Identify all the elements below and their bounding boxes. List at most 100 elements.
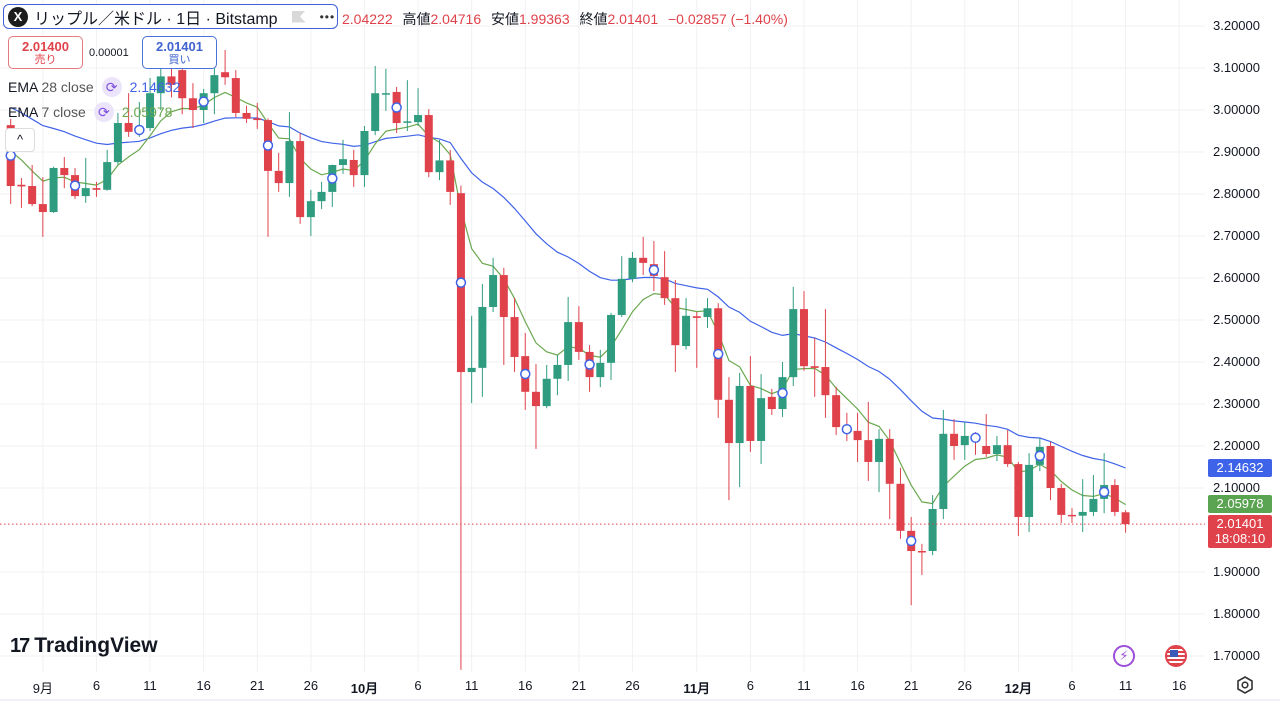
candle: [692, 312, 701, 368]
candle: [789, 286, 798, 386]
flag-icon[interactable]: [291, 10, 306, 23]
candle-body: [221, 72, 230, 78]
candle-body: [917, 551, 926, 553]
symbol-title[interactable]: リップル／米ドル · 1日 · Bitstamp: [34, 10, 278, 28]
candle: [596, 349, 605, 388]
price-tick-label: 1.90000: [1213, 564, 1260, 579]
refresh-icon[interactable]: ⟳: [93, 102, 114, 122]
candle: [757, 374, 766, 465]
buy-button[interactable]: 2.01401 買い: [142, 36, 217, 69]
candle: [671, 280, 680, 373]
candle-body: [156, 76, 165, 94]
candle-body: [757, 398, 766, 441]
candle-body: [1025, 464, 1034, 517]
indicator-ema-28[interactable]: EMA 28 close ⟳ 2.14632: [8, 77, 180, 97]
candle: [746, 356, 755, 452]
refresh-icon[interactable]: ⟳: [101, 77, 122, 97]
candle-body: [1110, 485, 1119, 512]
candle-body: [928, 509, 937, 551]
indicator-value: 2.14632: [129, 79, 181, 95]
candle-body: [660, 277, 669, 299]
candle: [403, 80, 412, 131]
time-tick-label: 6: [746, 678, 754, 693]
brand-name: TradingView: [34, 634, 158, 657]
candle: [639, 236, 648, 276]
indicator-name: EMA 28 close: [8, 79, 94, 95]
candle-body: [853, 430, 862, 441]
ema-28-line: [10, 106, 1126, 469]
candle: [939, 409, 948, 520]
event-marker: [327, 173, 338, 184]
candle: [188, 83, 197, 129]
us-flag-icon[interactable]: [1165, 645, 1187, 667]
candle: [574, 306, 583, 360]
candles: [6, 49, 1130, 670]
candle-body: [371, 93, 380, 131]
candle-body: [982, 446, 991, 454]
candle: [714, 303, 723, 418]
symbol-info-box[interactable]: X リップル／米ドル · 1日 · Bitstamp •••: [3, 4, 338, 29]
indicator-ema-7[interactable]: EMA 7 close ⟳ 2.05978: [8, 102, 172, 122]
candle-body: [124, 123, 133, 132]
candle: [1003, 430, 1012, 467]
candle: [928, 495, 937, 556]
tradingview-logo[interactable]: 17 TradingView: [10, 634, 158, 658]
candle-body: [617, 278, 626, 315]
candle: [178, 63, 187, 115]
candle: [564, 296, 573, 381]
candle-body: [188, 98, 197, 110]
candle-body: [381, 93, 390, 95]
settings-gear-icon[interactable]: [1236, 676, 1254, 694]
candle: [553, 354, 562, 396]
candle-body: [692, 316, 701, 318]
close-label: 終値: [579, 11, 608, 27]
candle: [735, 372, 744, 488]
event-marker: [134, 124, 145, 136]
time-tick-label: 26: [625, 678, 640, 693]
candle-body: [939, 433, 948, 509]
event-marker: [69, 180, 81, 191]
candle: [542, 364, 551, 409]
candle: [296, 133, 305, 224]
candle: [960, 422, 969, 460]
price-tick-label: 2.30000: [1213, 396, 1260, 411]
candle: [17, 178, 26, 208]
price-tick-label: 1.80000: [1213, 606, 1260, 621]
candle: [510, 297, 519, 373]
collapse-legend-button[interactable]: ^: [5, 128, 35, 152]
candle: [60, 157, 69, 189]
candle: [339, 139, 348, 174]
candle: [767, 388, 776, 415]
candle: [167, 68, 176, 98]
candle-body: [92, 188, 101, 190]
candle-body: [1057, 488, 1066, 515]
candle: [1110, 479, 1119, 517]
candle: [328, 164, 337, 208]
event-marker: [841, 423, 853, 435]
ohlc-values: 2.04222 高値2.04716 安値1.99363 終値2.01401 −0…: [342, 9, 788, 29]
candle-body: [746, 385, 755, 441]
candle: [1121, 510, 1130, 533]
candle-body: [360, 131, 369, 176]
sell-button[interactable]: 2.01400 売り: [8, 36, 83, 69]
event-marker: [584, 359, 595, 370]
event-markers[interactable]: [5, 96, 1110, 547]
candle: [456, 185, 465, 670]
candle: [38, 177, 47, 237]
candle-body: [81, 188, 90, 197]
candle: [607, 312, 616, 381]
candle: [1100, 453, 1109, 514]
sell-price: 2.01400: [22, 39, 69, 54]
candle: [467, 315, 476, 404]
open-value: 2.04222: [342, 11, 393, 27]
event-marker: [262, 140, 274, 151]
more-icon[interactable]: •••: [319, 9, 336, 24]
event-marker: [5, 150, 16, 161]
candle: [274, 152, 283, 192]
lightning-icon[interactable]: ⚡: [1113, 645, 1135, 667]
candle: [799, 291, 808, 371]
time-tick-label: 21: [903, 678, 919, 693]
candle-body: [60, 167, 69, 176]
candle-body: [542, 378, 551, 407]
